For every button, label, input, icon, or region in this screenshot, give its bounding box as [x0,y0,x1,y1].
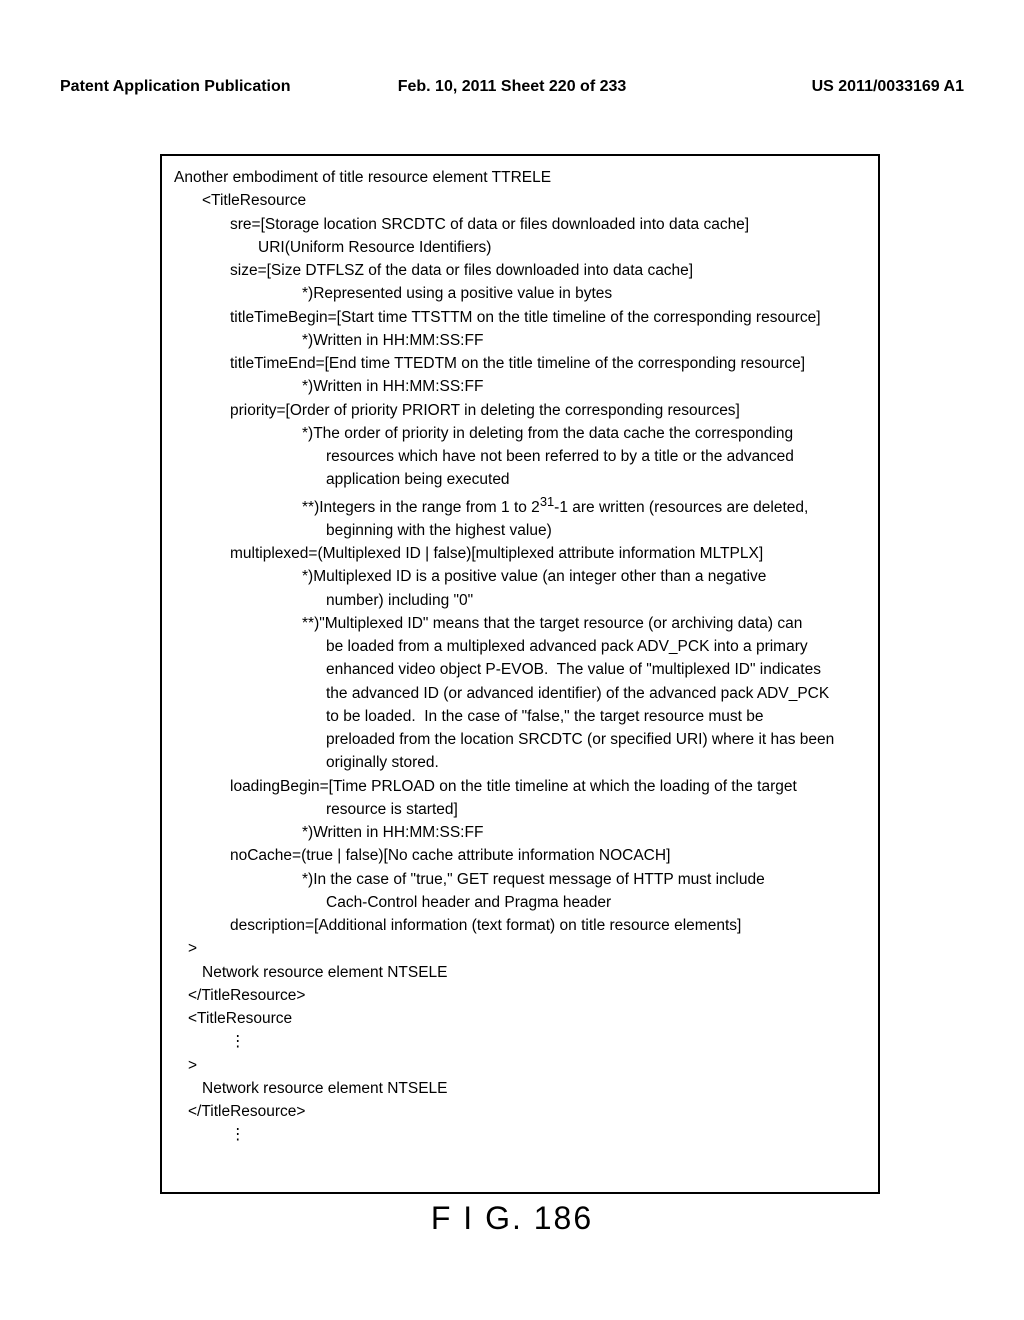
figure-line: </TitleResource> [174,984,866,1007]
figure-line: **)Integers in the range from 1 to 231-1… [174,492,866,519]
superscript: 31 [540,494,554,509]
figure-line: description=[Additional information (tex… [174,914,866,937]
figure-line: <TitleResource [174,1007,866,1030]
figure-line: preloaded from the location SRCDTC (or s… [174,728,866,751]
figure-line: Cach-Control header and Pragma header [174,891,866,914]
figure-line: sre=[Storage location SRCDTC of data or … [174,213,866,236]
figure-line: the advanced ID (or advanced identifier)… [174,682,866,705]
header-center: Feb. 10, 2011 Sheet 220 of 233 [398,78,627,96]
figure-line: Network resource element NTSELE [174,1077,866,1100]
figure-line: loadingBegin=[Time PRLOAD on the title t… [174,775,866,798]
figure-line: noCache=(true | false)[No cache attribut… [174,844,866,867]
header-left: Patent Application Publication [60,78,291,96]
header-right: US 2011/0033169 A1 [812,78,964,96]
vdots-icon: ⋮ [230,1039,236,1045]
figure-line: enhanced video object P-EVOB. The value … [174,658,866,681]
figure-line: <TitleResource [174,189,866,212]
figure-line: *)Written in HH:MM:SS:FF [174,329,866,352]
figure-line: *)The order of priority in deleting from… [174,422,866,445]
figure-line: **)"Multiplexed ID" means that the targe… [174,612,866,635]
figure-line: Network resource element NTSELE [174,961,866,984]
figure-line: to be loaded. In the case of "false," th… [174,705,866,728]
figure-line: *)In the case of "true," GET request mes… [174,868,866,891]
figure-line: multiplexed=(Multiplexed ID | false)[mul… [174,542,866,565]
figure-line: titleTimeBegin=[Start time TTSTTM on the… [174,306,866,329]
text-seg: **)Integers in the range from 1 to 2 [302,499,540,516]
text-seg: -1 are written (resources are deleted, [554,499,808,516]
figure-line: URI(Uniform Resource Identifiers) [174,236,866,259]
figure-line: </TitleResource> [174,1100,866,1123]
figure-box: Another embodiment of title resource ele… [160,154,880,1194]
figure-line: Another embodiment of title resource ele… [174,166,866,189]
figure-line: *)Represented using a positive value in … [174,282,866,305]
figure-line: application being executed [174,468,866,491]
figure-line: *)Multiplexed ID is a positive value (an… [174,565,866,588]
figure-line: be loaded from a multiplexed advanced pa… [174,635,866,658]
figure-line: ⋮ [174,1030,866,1053]
figure-line: originally stored. [174,751,866,774]
figure-line: size=[Size DTFLSZ of the data or files d… [174,259,866,282]
figure-line: ⋮ [174,1123,866,1146]
figure-line: priority=[Order of priority PRIORT in de… [174,399,866,422]
figure-line: resource is started] [174,798,866,821]
figure-line: titleTimeEnd=[End time TTEDTM on the tit… [174,352,866,375]
figure-line: *)Written in HH:MM:SS:FF [174,375,866,398]
figure-line: *)Written in HH:MM:SS:FF [174,821,866,844]
figure-line: number) including "0" [174,589,866,612]
vdots-icon: ⋮ [230,1132,236,1138]
figure-caption: F I G. 186 [0,1200,1024,1237]
figure-line: > [174,937,866,960]
figure-line: > [174,1054,866,1077]
page-header: Patent Application Publication Feb. 10, … [0,78,1024,96]
figure-line: resources which have not been referred t… [174,445,866,468]
figure-line: beginning with the highest value) [174,519,866,542]
